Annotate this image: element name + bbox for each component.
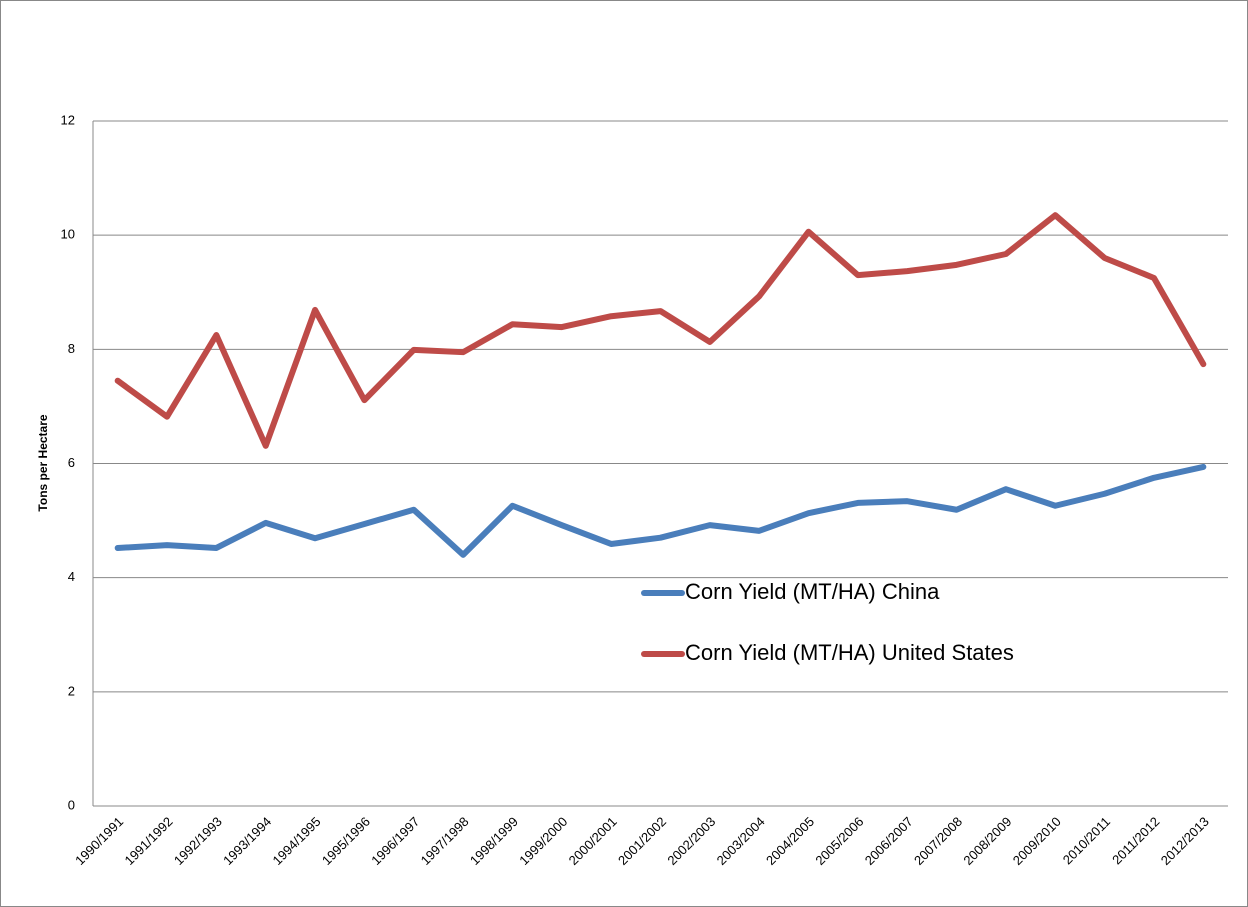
- y-axis-label: Tons per Hectare: [36, 414, 50, 511]
- y-tick-label: 2: [68, 683, 75, 698]
- legend-label: Corn Yield (MT/HA) China: [685, 579, 940, 604]
- y-tick-label: 0: [68, 797, 75, 812]
- y-tick-label: 6: [68, 455, 75, 470]
- y-tick-label: 8: [68, 341, 75, 356]
- series-line: [114, 463, 1207, 558]
- series-line: [114, 212, 1207, 449]
- legend-label: Corn Yield (MT/HA) United States: [685, 640, 1014, 665]
- y-tick-label: 10: [61, 227, 75, 242]
- y-tick-label: 4: [68, 569, 75, 584]
- y-tick-label: 12: [61, 112, 75, 127]
